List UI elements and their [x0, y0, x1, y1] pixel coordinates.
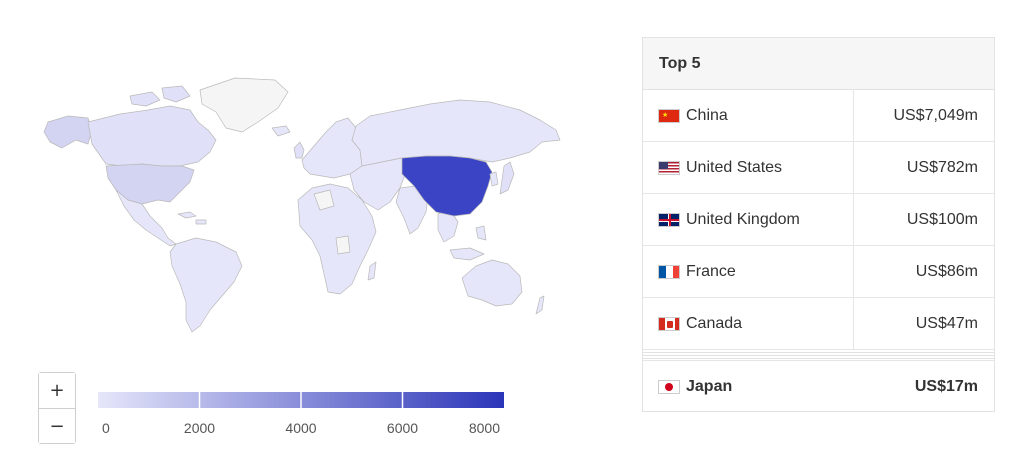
table-row[interactable]: United States US$782m	[643, 142, 994, 194]
africa-nodata-region[interactable]	[313, 189, 351, 255]
canada-region[interactable]	[87, 105, 217, 167]
country-cell: United Kingdom	[643, 194, 854, 245]
highlight-country-cell: Japan	[643, 361, 854, 412]
country-cell: Canada	[643, 298, 854, 349]
highlight-country-value: US$17m	[914, 378, 978, 395]
southeast-asia-region[interactable]	[437, 209, 487, 261]
country-name: United Kingdom	[686, 210, 800, 228]
gb-flag-icon	[658, 212, 680, 227]
legend-tick-label: 2000	[184, 420, 215, 436]
table-title: Top 5	[643, 38, 994, 90]
country-cell: United States	[643, 142, 854, 193]
table-row[interactable]: France US$86m	[643, 246, 994, 298]
canada-islands-region[interactable]	[129, 85, 191, 107]
country-cell: ★ China	[643, 90, 854, 141]
highlight-row[interactable]: Japan US$17m	[643, 361, 994, 412]
table-row[interactable]: ★ China US$7,049m	[643, 90, 994, 142]
korea-region[interactable]	[489, 171, 499, 187]
legend-tick-label: 4000	[285, 420, 316, 436]
australia-region[interactable]	[461, 259, 523, 307]
united-states-region[interactable]	[105, 163, 195, 205]
jp-flag-icon	[658, 379, 680, 394]
country-value: US$47m	[915, 315, 978, 332]
zoom-out-button[interactable]: −	[39, 408, 75, 443]
legend-tick-label: 8000	[469, 420, 500, 436]
country-value: US$86m	[915, 263, 978, 280]
united-kingdom-region[interactable]	[293, 141, 305, 159]
top-countries-table: Top 5 ★ China US$7,049m United States US$782…	[642, 37, 995, 412]
color-legend: 0 2000 4000 6000 8000	[98, 392, 504, 436]
table-separator	[643, 350, 994, 361]
ca-flag-icon	[658, 316, 680, 331]
country-cell: France	[643, 246, 854, 297]
caribbean-region[interactable]	[177, 211, 207, 225]
europe-region[interactable]	[301, 117, 363, 179]
highlight-country-name: Japan	[686, 377, 733, 395]
country-value: US$7,049m	[893, 107, 979, 124]
country-value: US$782m	[906, 159, 978, 176]
country-value: US$100m	[906, 211, 978, 228]
us-flag-icon	[658, 160, 680, 175]
japan-region[interactable]	[499, 161, 515, 195]
country-name: United States	[686, 158, 783, 176]
country-name: China	[686, 106, 728, 124]
south-america-region[interactable]	[169, 237, 243, 333]
zoom-in-button[interactable]: +	[39, 373, 75, 408]
world-map[interactable]	[30, 70, 570, 340]
zoom-controls: + −	[38, 372, 76, 444]
legend-tick-label: 6000	[387, 420, 418, 436]
greenland-region[interactable]	[199, 77, 289, 133]
legend-tick-label: 0	[102, 420, 110, 436]
country-name: France	[686, 262, 736, 280]
fr-flag-icon	[658, 264, 680, 279]
madagascar-region[interactable]	[367, 261, 377, 281]
table-row[interactable]: United Kingdom US$100m	[643, 194, 994, 246]
table-row[interactable]: Canada US$47m	[643, 298, 994, 350]
alaska-region[interactable]	[43, 115, 93, 149]
cn-flag-icon: ★	[658, 108, 680, 123]
russia-region[interactable]	[351, 99, 561, 167]
china-region[interactable]	[401, 155, 493, 217]
new-zealand-region[interactable]	[535, 295, 545, 315]
country-name: Canada	[686, 314, 743, 332]
iceland-region[interactable]	[271, 125, 291, 137]
